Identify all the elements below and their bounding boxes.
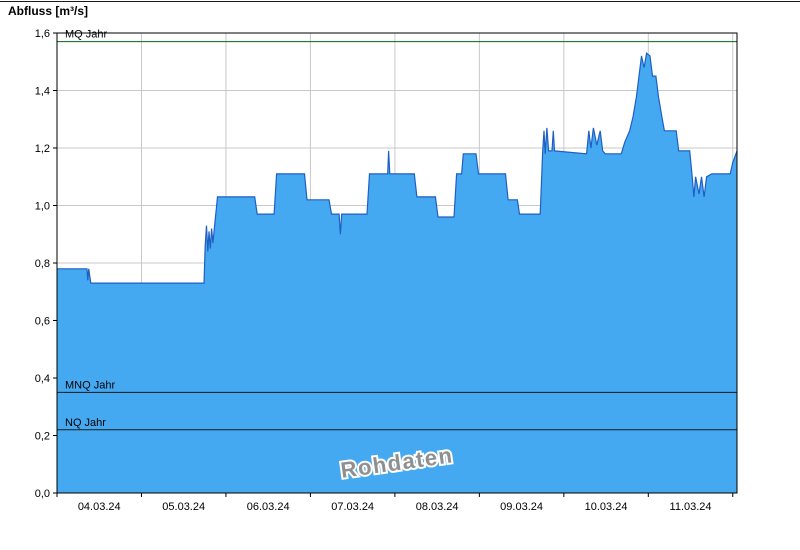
- y-axis-tick-label: 0,8: [35, 258, 50, 270]
- x-axis-tick-label: 08.03.24: [416, 501, 459, 513]
- reference-line-label-nq-jahr: NQ Jahr: [65, 417, 106, 429]
- x-axis-tick-label: 04.03.24: [78, 501, 121, 513]
- y-axis-tick-label: 0,0: [35, 488, 50, 500]
- reference-line-label-mq-jahr: MQ Jahr: [65, 29, 108, 41]
- y-axis-tick-label: 0,6: [35, 316, 50, 328]
- x-axis-tick-label: 11.03.24: [670, 501, 712, 513]
- x-axis-tick-label: 10.03.24: [585, 501, 628, 513]
- area-series-fill: [57, 53, 737, 493]
- x-axis-tick-label: 05.03.24: [162, 501, 205, 513]
- x-axis-tick-label: 06.03.24: [247, 501, 290, 513]
- x-axis-tick-label: 07.03.24: [331, 501, 374, 513]
- x-axis-tick-label: 09.03.24: [500, 501, 543, 513]
- y-axis-tick-label: 1,6: [35, 28, 50, 40]
- y-axis-tick-label: 0,2: [35, 431, 50, 443]
- reference-line-label-mnq-jahr: MNQ Jahr: [65, 379, 115, 391]
- series-line: [57, 51, 738, 284]
- y-axis-title: Abfluss [m³/s]: [8, 4, 89, 18]
- y-axis-tick-label: 1,2: [35, 143, 50, 155]
- y-axis-tick-label: 0,4: [35, 373, 50, 385]
- y-axis-tick-label: 1,4: [35, 86, 50, 98]
- top-frame-line: [0, 1, 800, 2]
- y-axis-tick-label: 1,0: [35, 201, 50, 213]
